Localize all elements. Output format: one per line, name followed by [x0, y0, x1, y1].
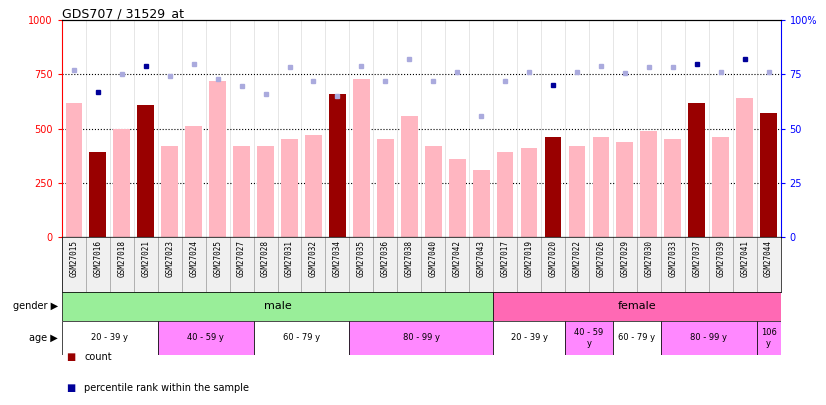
Text: 60 - 79 y: 60 - 79 y: [283, 333, 320, 343]
Text: GSM27024: GSM27024: [189, 240, 198, 277]
Text: 60 - 79 y: 60 - 79 y: [619, 333, 655, 343]
Bar: [254, 321, 349, 355]
Text: GSM27044: GSM27044: [764, 240, 773, 277]
Bar: [661, 321, 757, 355]
Bar: [185, 126, 202, 237]
Text: GSM27039: GSM27039: [716, 240, 725, 277]
Text: age ▶: age ▶: [29, 333, 58, 343]
Text: 40 - 59 y: 40 - 59 y: [188, 333, 224, 343]
Text: 80 - 99 y: 80 - 99 y: [403, 333, 439, 343]
Bar: [281, 139, 298, 237]
Bar: [712, 137, 729, 237]
Bar: [62, 321, 158, 355]
Text: GSM27027: GSM27027: [237, 240, 246, 277]
Text: GSM27026: GSM27026: [596, 240, 605, 277]
Text: GSM27029: GSM27029: [620, 240, 629, 277]
Text: GSM27036: GSM27036: [381, 240, 390, 277]
Text: GSM27038: GSM27038: [405, 240, 414, 277]
Text: 80 - 99 y: 80 - 99 y: [691, 333, 727, 343]
Bar: [425, 146, 442, 237]
Text: GSM27037: GSM27037: [692, 240, 701, 277]
Bar: [736, 98, 753, 237]
Text: GSM27034: GSM27034: [333, 240, 342, 277]
Text: percentile rank within the sample: percentile rank within the sample: [84, 383, 249, 392]
Text: GSM27031: GSM27031: [285, 240, 294, 277]
Bar: [113, 129, 131, 237]
Bar: [137, 105, 154, 237]
Text: female: female: [618, 301, 656, 311]
Text: GSM27040: GSM27040: [429, 240, 438, 277]
Bar: [616, 142, 634, 237]
Bar: [353, 79, 370, 237]
Bar: [89, 152, 107, 237]
Bar: [544, 137, 562, 237]
Bar: [449, 159, 466, 237]
Text: 106
y: 106 y: [761, 328, 776, 347]
Text: 20 - 39 y: 20 - 39 y: [92, 333, 128, 343]
Bar: [158, 321, 254, 355]
Text: GSM27025: GSM27025: [213, 240, 222, 277]
Text: GSM27030: GSM27030: [644, 240, 653, 277]
Text: 20 - 39 y: 20 - 39 y: [510, 333, 548, 343]
Text: count: count: [84, 352, 112, 362]
Text: ■: ■: [66, 383, 75, 392]
Text: GSM27041: GSM27041: [740, 240, 749, 277]
Bar: [493, 292, 781, 321]
Text: GSM27016: GSM27016: [93, 240, 102, 277]
Bar: [161, 146, 178, 237]
Bar: [760, 113, 777, 237]
Text: GSM27020: GSM27020: [548, 240, 558, 277]
Bar: [592, 137, 610, 237]
Bar: [565, 321, 613, 355]
Text: 40 - 59
y: 40 - 59 y: [574, 328, 604, 347]
Bar: [209, 81, 226, 237]
Text: GSM27043: GSM27043: [477, 240, 486, 277]
Text: GDS707 / 31529_at: GDS707 / 31529_at: [62, 7, 184, 20]
Bar: [377, 139, 394, 237]
Text: gender ▶: gender ▶: [12, 301, 58, 311]
Text: GSM27042: GSM27042: [453, 240, 462, 277]
Bar: [472, 170, 490, 237]
Bar: [65, 102, 83, 237]
Text: GSM27018: GSM27018: [117, 240, 126, 277]
Text: GSM27017: GSM27017: [501, 240, 510, 277]
Bar: [640, 131, 657, 237]
Bar: [688, 102, 705, 237]
Bar: [496, 152, 514, 237]
Bar: [613, 321, 661, 355]
Bar: [349, 321, 493, 355]
Text: GSM27035: GSM27035: [357, 240, 366, 277]
Bar: [62, 292, 493, 321]
Bar: [757, 321, 781, 355]
Text: GSM27019: GSM27019: [525, 240, 534, 277]
Text: GSM27032: GSM27032: [309, 240, 318, 277]
Text: GSM27028: GSM27028: [261, 240, 270, 277]
Bar: [493, 321, 565, 355]
Text: GSM27015: GSM27015: [69, 240, 78, 277]
Text: ■: ■: [66, 352, 75, 362]
Text: GSM27022: GSM27022: [572, 240, 582, 277]
Text: male: male: [263, 301, 292, 311]
Bar: [520, 148, 538, 237]
Text: GSM27021: GSM27021: [141, 240, 150, 277]
Bar: [257, 146, 274, 237]
Bar: [329, 94, 346, 237]
Bar: [233, 146, 250, 237]
Text: GSM27033: GSM27033: [668, 240, 677, 277]
Bar: [664, 139, 681, 237]
Text: GSM27023: GSM27023: [165, 240, 174, 277]
Bar: [401, 115, 418, 237]
Bar: [568, 146, 586, 237]
Bar: [305, 135, 322, 237]
